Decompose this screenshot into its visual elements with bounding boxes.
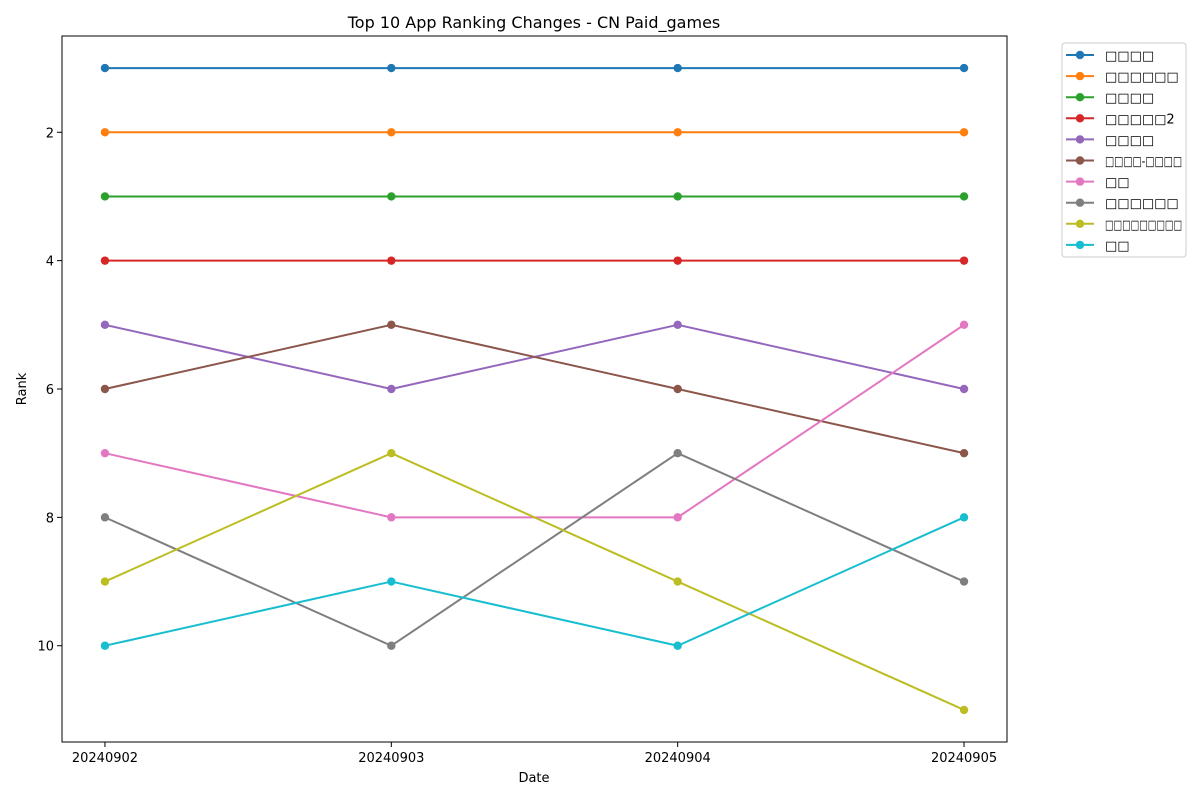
- legend-entry: □□□□□□: [1066, 197, 1179, 212]
- data-point: [673, 256, 682, 265]
- series-9: [100, 448, 969, 715]
- data-point: [387, 577, 396, 586]
- data-point: [387, 641, 396, 650]
- series-10-line: [103, 516, 966, 647]
- data-point: [387, 192, 396, 201]
- data-point: [959, 256, 969, 265]
- x-axis-label: Date: [518, 771, 549, 786]
- data-point: [100, 448, 110, 458]
- series-8: [100, 448, 969, 650]
- chart-title: Top 10 App Ranking Changes - CN Paid_gam…: [347, 13, 721, 33]
- y-tick-label: 2: [46, 126, 54, 141]
- data-point: [100, 384, 110, 394]
- legend-label: □□□□-□□□□: [1105, 155, 1182, 170]
- data-point: [100, 641, 110, 650]
- legend-label: □□□□□2: [1105, 112, 1175, 127]
- legend-marker: [1075, 240, 1085, 250]
- x-axis: 20240902 20240903 20240904 20240905: [72, 742, 997, 766]
- data-point: [959, 192, 969, 201]
- data-point: [959, 705, 969, 715]
- y-axis: 2 4 6 8 10: [37, 126, 62, 655]
- data-point: [100, 320, 110, 330]
- y-axis-label: Rank: [15, 372, 30, 405]
- legend-label: □□□□□□: [1105, 197, 1179, 212]
- data-point: [673, 513, 682, 522]
- series-4: [100, 256, 969, 265]
- legend-entry: □□□□□□: [1066, 70, 1179, 85]
- legend-marker: [1075, 50, 1085, 60]
- data-point: [959, 513, 969, 522]
- data-point: [959, 577, 969, 586]
- legend-marker: [1075, 198, 1085, 207]
- data-point: [100, 128, 110, 137]
- data-point: [959, 384, 969, 394]
- legend-entry: □□□□□2: [1066, 112, 1175, 127]
- data-point: [959, 448, 969, 458]
- data-point: [673, 577, 682, 586]
- data-point: [100, 577, 110, 586]
- data-point: [673, 320, 682, 330]
- data-point: [387, 256, 396, 265]
- legend-label: □□□□: [1105, 133, 1154, 148]
- y-tick-label: 6: [46, 383, 54, 398]
- series-3: [100, 192, 969, 201]
- legend-entry: □□□□: [1066, 49, 1154, 64]
- data-point: [673, 448, 682, 458]
- legend-marker: [1075, 156, 1085, 165]
- legend-label: □□□□: [1105, 49, 1154, 64]
- data-point: [959, 63, 969, 73]
- data-point: [959, 128, 969, 137]
- plot-area: [100, 63, 969, 715]
- legend-label: □□□□□□: [1105, 70, 1179, 85]
- data-point: [387, 384, 396, 394]
- y-tick-label: 10: [37, 640, 54, 655]
- series-2: [100, 128, 969, 137]
- legend-entry: □□□□-□□□□: [1066, 155, 1182, 170]
- data-point: [100, 192, 110, 201]
- legend-entry: □□: [1066, 239, 1130, 254]
- legend-marker: [1075, 177, 1085, 186]
- data-point: [673, 192, 682, 201]
- y-tick-label: 4: [46, 255, 54, 270]
- data-point: [387, 320, 396, 330]
- data-point: [673, 63, 682, 73]
- legend-label: □□: [1105, 176, 1130, 191]
- y-tick-label: 8: [46, 511, 54, 526]
- x-tick-label: 20240905: [931, 751, 997, 766]
- data-point: [673, 128, 682, 137]
- data-point: [673, 641, 682, 650]
- data-point: [100, 63, 110, 73]
- data-point: [387, 448, 396, 458]
- legend-entry: □□: [1066, 176, 1130, 191]
- x-tick-label: 20240903: [358, 751, 424, 766]
- legend-label: □□□□□□□□□: [1105, 218, 1182, 233]
- legend-label: □□□□: [1105, 91, 1154, 106]
- data-point: [673, 384, 682, 394]
- legend-marker: [1075, 93, 1085, 102]
- data-point: [959, 320, 969, 330]
- series-10: [100, 513, 969, 650]
- data-point: [387, 63, 396, 73]
- legend: □□□□□□□□□□□□□□□□□□□2□□□□□□□□-□□□□□□□□□□□…: [1061, 42, 1187, 258]
- x-tick-label: 20240904: [645, 751, 711, 766]
- legend-entry: □□□□: [1066, 133, 1154, 148]
- legend-entry: □□□□□□□□□: [1066, 218, 1182, 233]
- legend-marker: [1075, 135, 1085, 144]
- series-1: [100, 63, 969, 73]
- data-point: [387, 128, 396, 137]
- legend-marker: [1075, 114, 1085, 123]
- data-point: [100, 256, 110, 265]
- series-9-line: [103, 452, 966, 712]
- x-tick-label: 20240902: [72, 751, 138, 766]
- legend-entry: □□□□: [1066, 91, 1154, 106]
- legend-marker: [1075, 219, 1085, 228]
- data-point: [100, 513, 110, 522]
- legend-marker: [1075, 71, 1085, 81]
- data-point: [387, 513, 396, 522]
- series-8-line: [103, 452, 966, 647]
- legend-label: □□: [1105, 239, 1130, 254]
